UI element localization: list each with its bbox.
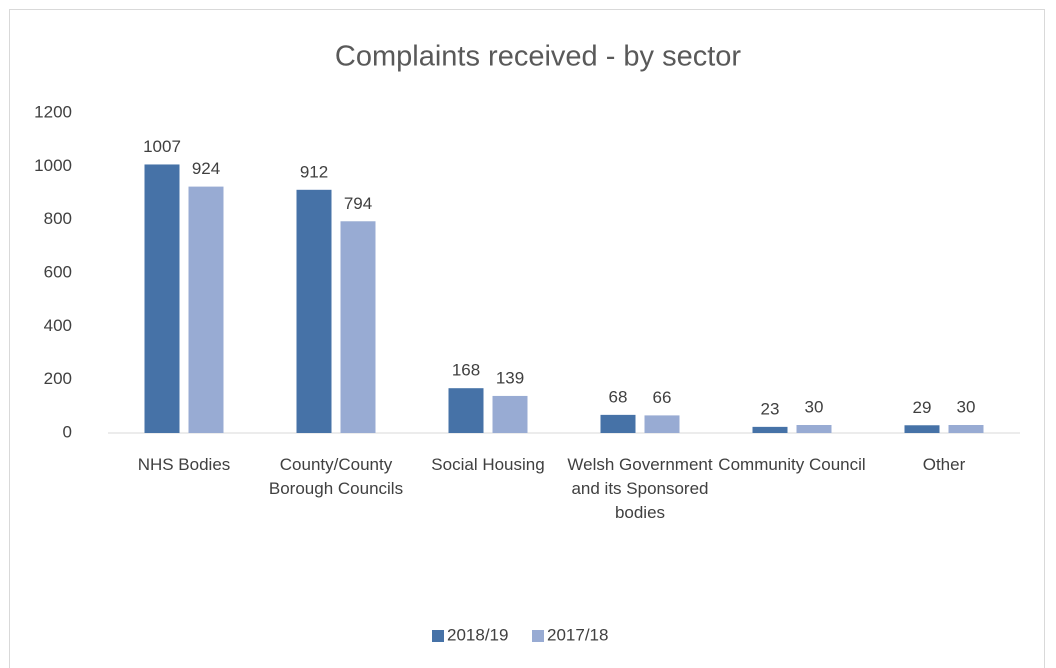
data-label: 30: [805, 397, 824, 416]
data-label: 23: [761, 399, 780, 418]
legend-label: 2018/19: [447, 625, 508, 644]
y-tick-label: 0: [63, 422, 72, 441]
bar: [752, 426, 788, 433]
data-label: 68: [609, 387, 628, 406]
data-label: 29: [913, 398, 932, 417]
x-tick-label: Community Council: [718, 455, 866, 474]
y-tick-label: 200: [44, 369, 72, 388]
bar: [796, 425, 832, 433]
data-label: 924: [192, 159, 220, 178]
x-tick-label: Social Housing: [431, 455, 545, 474]
legend-label: 2017/18: [547, 625, 608, 644]
data-label: 912: [300, 162, 328, 181]
y-tick-label: 600: [44, 262, 72, 281]
data-label: 66: [653, 388, 672, 407]
x-tick-label: Welsh Government and its Sponsored bodie…: [567, 455, 713, 522]
bar: [600, 414, 636, 433]
chart-title: Complaints received - by sector: [335, 41, 741, 73]
y-tick-label: 800: [44, 209, 72, 228]
bar: [188, 186, 224, 433]
x-tick-label: NHS Bodies: [137, 455, 231, 474]
bar: [492, 395, 528, 433]
bar: [340, 221, 376, 433]
y-tick-label: 1200: [34, 102, 72, 121]
data-label: 1007: [143, 137, 181, 156]
x-tick-label: Other: [922, 455, 966, 474]
chart-frame: [9, 9, 1045, 668]
legend-swatch: [532, 630, 544, 642]
data-label: 168: [452, 361, 480, 380]
bar: [948, 425, 984, 433]
x-tick-label: County/County Borough Councils: [268, 455, 404, 498]
bar: [296, 189, 332, 433]
y-tick-label: 1000: [34, 156, 72, 175]
data-label: 30: [957, 397, 976, 416]
data-label: 794: [344, 194, 372, 213]
bar: [644, 415, 680, 433]
bar: [448, 388, 484, 433]
data-label: 139: [496, 368, 524, 387]
y-tick-label: 400: [44, 316, 72, 335]
legend-swatch: [432, 630, 444, 642]
bar: [144, 164, 180, 433]
bar: [904, 425, 940, 433]
